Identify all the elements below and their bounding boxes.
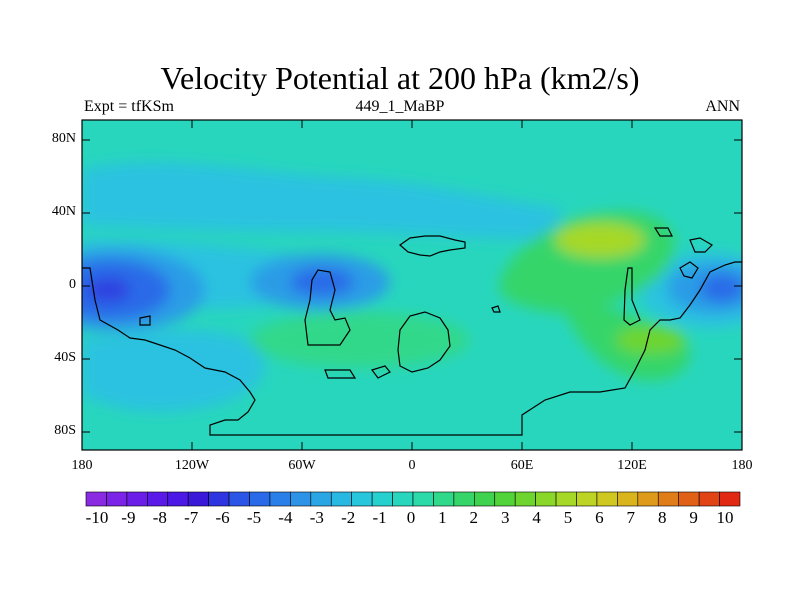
colorbar-swatch — [228, 491, 250, 507]
x-tick-label: 120E — [617, 458, 647, 473]
colorbar-swatch — [698, 491, 720, 507]
colorbar-swatch — [678, 491, 700, 507]
y-tick-label: 40S — [54, 350, 76, 365]
colorbar-label: -9 — [121, 508, 136, 527]
colorbar-label: 5 — [563, 508, 573, 527]
colorbar-swatch — [576, 491, 598, 507]
colorbar-swatch — [249, 491, 271, 507]
colorbar-swatch — [330, 491, 352, 507]
colorbar-label: -2 — [341, 508, 356, 527]
colorbar-label: 9 — [689, 508, 698, 527]
y-tick-label: 80S — [54, 423, 76, 438]
colorbar-swatch — [412, 491, 434, 507]
colorbar-swatch — [474, 491, 496, 507]
colorbar-swatch — [453, 491, 475, 507]
season-label: ANN — [705, 98, 740, 115]
colorbar-swatch — [290, 491, 312, 507]
velocity-potential-field — [82, 120, 742, 450]
colorbar-label: -6 — [215, 508, 230, 527]
coast-philippines — [679, 261, 699, 279]
x-tick-label: 60W — [288, 458, 316, 473]
colorbar-swatch — [719, 491, 741, 507]
colorbar-label: -7 — [184, 508, 199, 527]
field-samerica-dark — [290, 268, 354, 296]
field-australia-lime — [615, 326, 685, 354]
colorbar-label: -10 — [85, 508, 109, 527]
coast-kamchatka — [689, 237, 713, 253]
field-wpac-dark — [700, 274, 742, 302]
colorbar-swatch — [351, 491, 373, 507]
colorbar-label: 10 — [716, 508, 734, 527]
colorbar-swatch — [433, 491, 455, 507]
y-tick-label: 40N — [51, 204, 76, 219]
colorbar-swatch — [596, 491, 618, 507]
y-tick-label: 0 — [69, 277, 76, 292]
colorbar-label: 6 — [595, 508, 604, 527]
colorbar-label: 7 — [626, 508, 636, 527]
x-tick-label: 180 — [731, 458, 753, 473]
colorbar-swatch — [494, 491, 516, 507]
x-tick-label: 180 — [71, 458, 93, 473]
colorbar-swatch — [106, 491, 128, 507]
colorbar-label: 4 — [532, 508, 541, 527]
colorbar-label: -3 — [309, 508, 324, 527]
colorbar-label: 1 — [438, 508, 447, 527]
field-north-band — [82, 162, 560, 240]
colorbar-swatch — [371, 491, 393, 507]
colorbar-swatch — [167, 491, 189, 507]
colorbar-label: -4 — [278, 508, 293, 527]
colorbar-label: -1 — [372, 508, 387, 527]
coast-southern — [82, 261, 742, 436]
colorbar-label: -5 — [246, 508, 262, 527]
x-tick-label: 60E — [510, 458, 534, 473]
colorbar-swatch — [555, 491, 577, 507]
coast-africa — [397, 311, 451, 373]
coast-island-b — [371, 365, 391, 379]
coast-hawaii — [139, 315, 151, 326]
colorbar-swatch — [514, 491, 536, 507]
colorbar-swatch — [310, 491, 332, 507]
experiment-label: Expt = tfKSm — [84, 98, 174, 115]
colorbar-swatch — [147, 491, 169, 507]
coast-samerica — [304, 269, 351, 346]
coast-island-a — [324, 369, 357, 379]
colorbar-swatch — [187, 491, 209, 507]
colorbar-swatch — [208, 491, 230, 507]
coast-seasia — [623, 267, 641, 326]
run-label: 449_1_MaBP — [355, 98, 445, 115]
colorbar-label: 0 — [406, 508, 416, 527]
colorbar-swatch — [617, 491, 639, 507]
colorbar-swatch — [392, 491, 414, 507]
x-tick-label: 0 — [408, 458, 416, 473]
coast-europe — [399, 235, 466, 257]
colorbar-label: 2 — [469, 508, 479, 527]
colorbar-label: 8 — [657, 508, 667, 527]
field-satlantic-green — [250, 312, 470, 368]
coastlines — [82, 227, 742, 436]
colorbar — [85, 491, 741, 507]
coast-island-c — [491, 305, 501, 313]
field-south-blue — [82, 330, 266, 412]
map-title: Velocity Potential at 200 hPa (km2/s) — [160, 60, 640, 96]
coast-japan — [653, 227, 673, 237]
colorbar-swatch — [269, 491, 291, 507]
colorbar-swatch — [126, 491, 148, 507]
x-tick-label: 120W — [174, 458, 210, 473]
field-pacific-core — [86, 278, 130, 302]
colorbar-label: -8 — [152, 508, 167, 527]
y-tick-label: 80N — [51, 131, 76, 146]
colorbar-swatch — [637, 491, 659, 507]
colorbar-swatch — [85, 491, 107, 507]
colorbar-label: 3 — [500, 508, 510, 527]
colorbar-swatch — [657, 491, 679, 507]
colorbar-swatch — [535, 491, 557, 507]
field-asia-yellow — [555, 222, 645, 258]
axis-ticks — [81, 120, 743, 450]
